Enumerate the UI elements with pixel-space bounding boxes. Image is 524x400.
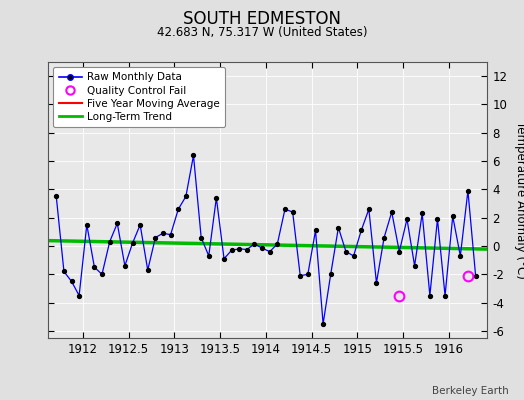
Y-axis label: Temperature Anomaly (°C): Temperature Anomaly (°C) — [514, 121, 524, 279]
Text: 42.683 N, 75.317 W (United States): 42.683 N, 75.317 W (United States) — [157, 26, 367, 39]
Legend: Raw Monthly Data, Quality Control Fail, Five Year Moving Average, Long-Term Tren: Raw Monthly Data, Quality Control Fail, … — [53, 67, 225, 127]
Text: SOUTH EDMESTON: SOUTH EDMESTON — [183, 10, 341, 28]
Text: Berkeley Earth: Berkeley Earth — [432, 386, 508, 396]
